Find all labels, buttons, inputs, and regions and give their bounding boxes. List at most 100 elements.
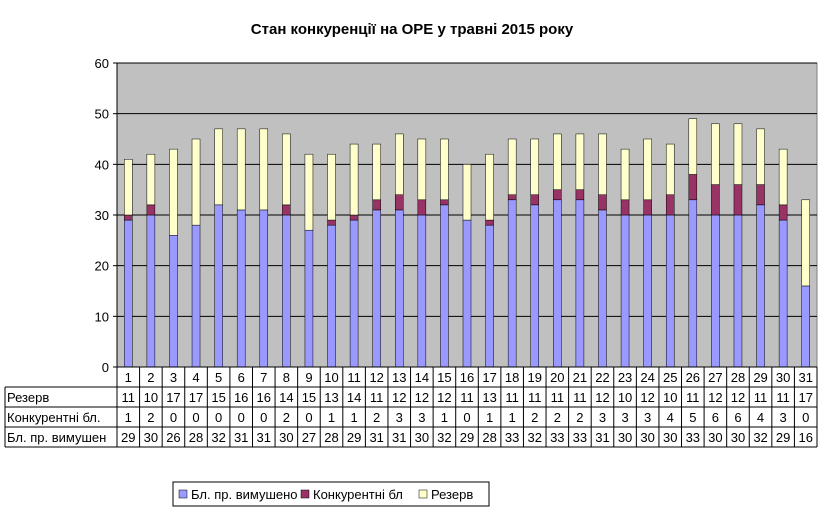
table-row-label: Конкурентні бл. (7, 410, 101, 425)
bar-segment (688, 118, 698, 175)
y-tick-label: 40 (95, 157, 109, 172)
table-cell: 3 (599, 410, 606, 425)
bar-segment (372, 199, 381, 211)
category-label: 9 (305, 370, 312, 385)
category-label: 22 (595, 370, 609, 385)
table-cell: 17 (166, 390, 180, 405)
table-cell: 1 (350, 410, 357, 425)
table-cell: 11 (505, 390, 519, 405)
category-label: 12 (369, 370, 383, 385)
bar-segment (553, 133, 562, 190)
bar-segment (530, 194, 539, 206)
table-cell: 29 (776, 430, 790, 445)
table-cell: 2 (554, 410, 561, 425)
table-cell: 15 (211, 390, 225, 405)
bar-segment (440, 204, 449, 368)
legend-swatch (418, 489, 428, 499)
table-cell: 11 (573, 390, 587, 405)
table-cell: 2 (373, 410, 380, 425)
legend-label: Конкурентні бл (313, 487, 403, 502)
bar-segment (214, 128, 223, 206)
bar-segment (124, 159, 133, 216)
category-label: 25 (663, 370, 677, 385)
table-cell: 11 (551, 390, 565, 405)
category-label: 26 (686, 370, 700, 385)
bar-segment (575, 199, 585, 368)
bar-segment (598, 209, 607, 368)
category-label: 24 (640, 370, 654, 385)
bar-segment (575, 133, 585, 190)
bar-segment (191, 138, 201, 226)
legend-label: Резерв (431, 487, 473, 502)
category-label: 28 (731, 370, 745, 385)
bar-segment (643, 214, 652, 368)
legend: Бл. пр. вимушено Конкурентні бл Резерв (172, 481, 490, 507)
bar-segment (417, 199, 427, 216)
table-cell: 32 (437, 430, 451, 445)
table-cell: 12 (640, 390, 654, 405)
table-cell: 11 (686, 390, 700, 405)
table-cell: 11 (776, 390, 790, 405)
bar-segment (620, 148, 630, 201)
table-cell: 31 (392, 430, 406, 445)
table-cell: 1 (486, 410, 493, 425)
bar-segment (733, 184, 743, 216)
bar-segment (756, 204, 765, 368)
category-label: 17 (482, 370, 496, 385)
table-cell: 11 (754, 390, 768, 405)
bar-segment (665, 143, 675, 195)
bar-segment (643, 199, 652, 216)
y-axis: 0 10 20 30 40 50 60 (95, 56, 118, 375)
bar-segment (665, 194, 675, 216)
bar-segment (688, 199, 698, 368)
table-cell: 31 (369, 430, 383, 445)
table-cell: 0 (260, 410, 267, 425)
table-cell: 11 (122, 390, 136, 405)
bar-segment (688, 174, 698, 201)
bar-segment (711, 214, 720, 368)
table-cell: 28 (482, 430, 496, 445)
bar-segment (507, 194, 517, 201)
table-cell: 2 (576, 410, 583, 425)
table-cell: 12 (731, 390, 745, 405)
category-label: 31 (798, 370, 812, 385)
bar-segment (349, 219, 359, 368)
table-cell: 16 (234, 390, 248, 405)
y-tick-label: 10 (95, 309, 109, 324)
bar-segment (598, 194, 607, 211)
table-cell: 4 (757, 410, 764, 425)
y-tick-label: 60 (95, 56, 109, 71)
bar-segment (801, 285, 810, 368)
table-cell: 30 (708, 430, 722, 445)
bar-segment (259, 128, 269, 211)
table-cell: 10 (144, 390, 158, 405)
bar-segment (124, 219, 133, 368)
bar-segment (801, 199, 810, 287)
table-cell: 31 (257, 430, 271, 445)
bar-segment (778, 219, 788, 368)
table-cell: 29 (121, 430, 135, 445)
bar-segment (462, 164, 472, 221)
table-row-label: Бл. пр. вимушен (7, 430, 106, 445)
table-cell: 11 (460, 390, 474, 405)
bar-segment (236, 128, 246, 211)
bar-segment (349, 143, 359, 216)
category-label: 5 (215, 370, 222, 385)
table-cell: 2 (147, 410, 154, 425)
table-cell: 3 (621, 410, 628, 425)
table-cell: 33 (573, 430, 587, 445)
bars (124, 118, 810, 368)
category-label: 16 (460, 370, 474, 385)
table-cell: 28 (189, 430, 203, 445)
table-cell: 17 (189, 390, 203, 405)
table-cell: 2 (283, 410, 290, 425)
y-tick-label: 30 (95, 208, 109, 223)
table-cell: 16 (257, 390, 271, 405)
bar-segment (643, 138, 652, 201)
bar-segment (169, 235, 178, 368)
bar-segment (553, 189, 562, 201)
bar-segment (507, 199, 517, 368)
bar-segment (304, 229, 314, 368)
legend-label: Бл. пр. вимушено (191, 487, 298, 502)
